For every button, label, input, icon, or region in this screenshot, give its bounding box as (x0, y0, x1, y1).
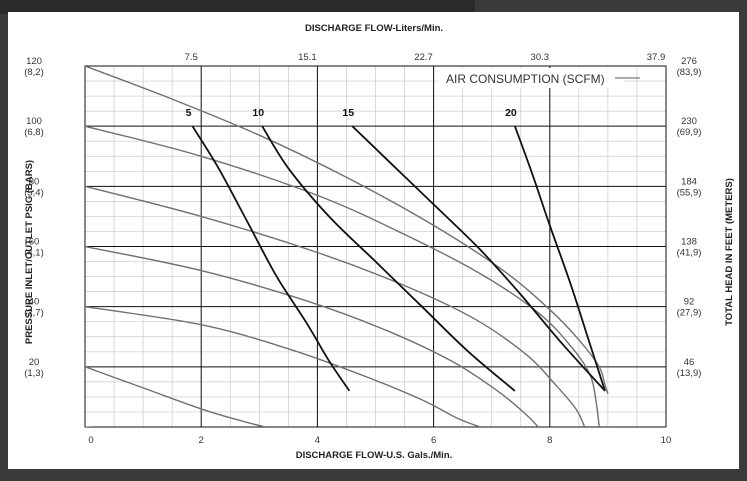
air-curve-label-20: 20 (505, 107, 517, 119)
pressure-curve-7 (85, 426, 92, 427)
y-tick-label-left: 100 (26, 116, 42, 127)
air-curve-10 (261, 125, 516, 392)
x2-tick-label: 30.3 (531, 52, 550, 63)
x-axis-title: DISCHARGE FLOW-U.S. Gals./Min. (296, 450, 453, 461)
legend-box (438, 68, 624, 88)
y-tick-label-right: 276 (681, 56, 697, 67)
y-tick-label-right-meters: (55,9) (677, 187, 702, 198)
y-tick-label-left-bar: (4,1) (24, 248, 44, 259)
tick-labels: 0 2 4 6 8 107.5 15.1 22.7 30.3 37.9120(8,2)100(6,… (24, 52, 701, 446)
air-consumption-curves: 5 10 15 20 (186, 107, 606, 392)
y-tick-label-left: 80 (29, 176, 40, 187)
legend-title: AIR CONSUMPTION (SCFM) (446, 72, 605, 86)
pressure-curve-3 (85, 185, 586, 427)
x2-tick-label: 37.9 (647, 52, 666, 63)
y-tick-label-right-meters: (41,9) (677, 248, 702, 259)
x2-tick-label: 7.5 (185, 52, 198, 63)
y-tick-label-right: 138 (681, 237, 697, 248)
y-tick-label-left-bar: (5,4) (24, 187, 44, 198)
pressure-curve-4 (85, 245, 539, 427)
y-tick-label-right: 92 (684, 297, 695, 308)
y-tick-label-left-bar: (6,8) (24, 127, 44, 138)
y-tick-label-left: 20 (29, 357, 40, 368)
y-tick-label-right: 230 (681, 116, 697, 127)
x-tick-label: 10 (661, 435, 672, 446)
air-curve-20 (514, 125, 606, 392)
grid (84, 65, 667, 428)
y-tick-label-right-meters: (69,9) (677, 127, 702, 138)
y-tick-label-right-meters: (27,9) (677, 308, 702, 319)
y-tick-label-left: 60 (29, 237, 40, 248)
y-tick-label-left-bar: (1,3) (24, 368, 44, 379)
air-curve-15 (351, 125, 606, 392)
y-tick-label-left: 40 (29, 297, 40, 308)
y-tick-label-right-meters: (13,9) (677, 368, 702, 379)
x-tick-label: 0 (88, 435, 93, 446)
pressure-curve-5 (85, 306, 481, 427)
top-axis-title: DISCHARGE FLOW-Liters/Min. (305, 23, 443, 34)
y-tick-label-left-bar: (8,2) (24, 67, 44, 78)
pressure-curve-6 (85, 366, 266, 427)
x2-tick-label: 15.1 (298, 52, 317, 63)
x-tick-label: 2 (199, 435, 204, 446)
air-curve-label-5: 5 (186, 107, 192, 119)
y-tick-label-left: 120 (26, 56, 42, 67)
x-tick-label: 8 (547, 435, 552, 446)
pressure-curve-1 (85, 66, 609, 395)
y-axis-title-left: PRESSURE INLET/OUTLET PSIG (BARS) (24, 160, 35, 344)
air-curve-5 (191, 125, 351, 392)
y-tick-label-right-meters: (83,9) (677, 67, 702, 78)
y-axis-title-right: TOTAL HEAD IN FEET (METERS) (724, 178, 735, 326)
air-curve-label-10: 10 (252, 107, 264, 119)
air-curve-label-15: 15 (342, 107, 354, 119)
y-tick-label-right: 46 (684, 357, 695, 368)
pump-performance-chart: 5 10 15 20 0 2 4 6 8 107.5 15.1 22.7 30.3 37.9120(8,… (24, 23, 735, 461)
chart-card: 5 10 15 20 0 2 4 6 8 10 7.5 15.1 22.7 30.3 37.9 120 (8,… (8, 12, 739, 469)
x-tick-label: 6 (431, 435, 436, 446)
top-dark-bar (0, 0, 475, 14)
pressure-curves (85, 66, 609, 427)
y-tick-label-left-bar: (2,7) (24, 308, 44, 319)
pressure-curve-2 (85, 125, 600, 427)
x2-tick-label: 22.7 (414, 52, 433, 63)
x-tick-label: 4 (315, 435, 320, 446)
y-tick-label-right: 184 (681, 176, 697, 187)
